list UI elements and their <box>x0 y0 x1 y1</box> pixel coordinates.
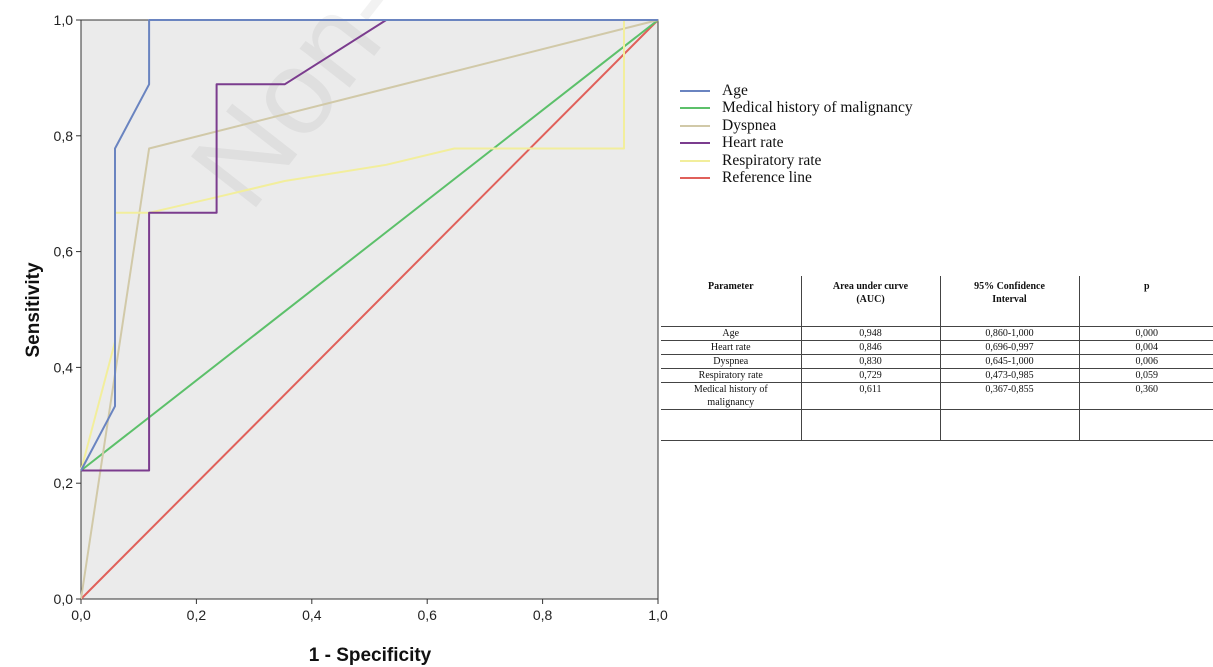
table-cell: Respiratory rate <box>661 368 801 383</box>
legend-item: Reference line <box>680 169 913 188</box>
legend-swatch <box>680 89 710 92</box>
series-line-age <box>80 19 658 471</box>
table-cell: 0,367-0,855 <box>939 382 1079 410</box>
table-cell: 0,830 <box>800 354 940 369</box>
x-tick-label: 1,0 <box>648 607 668 623</box>
table-row: Age 0,948 0,860-1,000 0,000 <box>661 326 1213 341</box>
x-tick-label: 0,6 <box>417 607 437 623</box>
header-p: p <box>1078 276 1213 327</box>
legend-swatch <box>680 159 710 162</box>
series-layer <box>80 19 659 600</box>
ticks-layer: 0,0 0,2 0,4 0,6 0,8 1,0 0,0 0,2 0,4 0,6 0,8 1,0 <box>54 12 668 623</box>
table-filler-cell <box>661 409 801 441</box>
table-cell: Medical history of malignancy <box>661 382 801 410</box>
legend-item: Age <box>680 82 913 100</box>
table-cell: 0,000 <box>1078 326 1213 341</box>
table-row: Respiratory rate 0,729 0,473-0,985 0,059 <box>661 368 1213 383</box>
series-line-reference-line <box>80 19 659 600</box>
header-parameter: Parameter <box>707 281 754 292</box>
table-cell: 0,860-1,000 <box>939 326 1079 341</box>
table-cell: 0,059 <box>1078 368 1213 383</box>
y-tick-label: 0,8 <box>54 128 74 144</box>
legend-item: Dyspnea <box>680 117 913 135</box>
legend-label: Age <box>722 81 748 99</box>
table-cell: 0,696-0,997 <box>939 340 1079 355</box>
legend: Age Medical history of malignancy Dyspnea H… <box>680 82 913 187</box>
table-filler-cell <box>939 409 1079 441</box>
legend-swatch <box>680 177 710 180</box>
y-tick-label: 0,4 <box>54 359 74 375</box>
header-ci: 95% Confidence Interval <box>939 276 1079 327</box>
legend-label: Medical history of malignancy <box>722 99 913 117</box>
legend-item: Medical history of malignancy <box>680 99 913 118</box>
table-cell: Heart rate <box>661 340 801 355</box>
legend-item: Heart rate <box>680 134 913 153</box>
table-filler-cell <box>1078 409 1213 441</box>
table-cell: 0,611 <box>800 382 940 410</box>
legend-label: Dyspnea <box>722 116 777 134</box>
x-tick-label: 0,0 <box>71 607 91 623</box>
table-cell: 0,473-0,985 <box>939 368 1079 383</box>
legend-swatch <box>680 142 710 145</box>
table-row: Heart rate 0,846 0,696-0,997 0,004 <box>661 340 1213 355</box>
series-line-dyspnea <box>80 19 659 600</box>
table-cell: 0,846 <box>800 340 940 355</box>
x-axis-title: 1 - Specificity <box>309 645 432 666</box>
table-filler-row <box>661 409 1213 441</box>
table-cell: 0,645-1,000 <box>939 354 1079 369</box>
table-cell: 0,360 <box>1078 382 1213 410</box>
x-tick-label: 0,8 <box>533 607 553 623</box>
legend-label: Respiratory rate <box>722 151 822 169</box>
table-cell: Age <box>661 326 801 341</box>
table-cell: 0,948 <box>800 326 940 341</box>
series-line-medical-history-of-malignancy <box>80 19 659 472</box>
legend-item: Respiratory rate <box>680 152 913 170</box>
table-cell: 0,006 <box>1078 354 1213 369</box>
table-filler-cell <box>800 409 940 441</box>
header-auc: Area under curve (AUC) <box>800 276 940 327</box>
x-tick-label: 0,2 <box>187 607 207 623</box>
table-cell: 0,729 <box>800 368 940 383</box>
legend-label: Heart rate <box>722 134 784 152</box>
x-tick-label: 0,4 <box>302 607 322 623</box>
legend-label: Reference line <box>722 169 812 187</box>
y-tick-label: 1,0 <box>54 12 74 28</box>
legend-swatch <box>680 107 710 110</box>
y-tick-label: 0,6 <box>54 244 74 260</box>
legend-swatch <box>680 124 710 127</box>
series-line-heart-rate <box>81 19 658 472</box>
auc-table: Parameter Area under curve (AUC) 95% Con… <box>661 276 1213 441</box>
table-row: Medical history of malignancy 0,611 0,367-… <box>661 382 1213 410</box>
table-header-row: Parameter Area under curve (AUC) 95% Con… <box>661 276 1213 327</box>
y-tick-label: 0,2 <box>54 475 74 491</box>
y-axis-title: Sensitivity <box>23 262 44 357</box>
table-row: Dyspnea 0,830 0,645-1,000 0,006 <box>661 354 1213 369</box>
table-cell: 0,004 <box>1078 340 1213 355</box>
y-tick-label: 0,0 <box>54 591 74 607</box>
table-cell: Dyspnea <box>661 354 801 369</box>
